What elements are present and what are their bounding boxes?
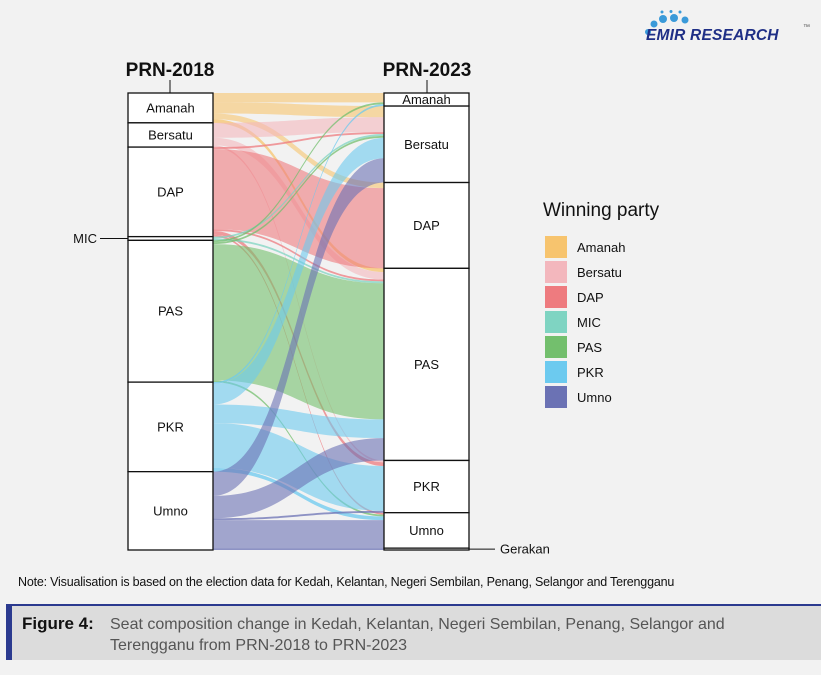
node-left-pas — [127, 239, 214, 383]
node-right-bersatu — [383, 105, 470, 184]
node-label-left-pas: PAS — [158, 304, 183, 319]
logo-text: EMIR RESEARCH — [646, 27, 779, 44]
flow-dap-to-dap — [213, 148, 384, 269]
legend-swatch — [545, 336, 567, 358]
legend-label: MIC — [577, 314, 601, 330]
node-label-left-umno: Umno — [153, 503, 188, 518]
legend-swatch — [545, 386, 567, 408]
flow-dap-to-pas — [213, 229, 384, 282]
node-label-left-bersatu: Bersatu — [148, 127, 193, 142]
flow-pkr-to-amanah — [213, 104, 384, 384]
legend-label: Umno — [577, 389, 612, 405]
node-right-pas — [383, 267, 470, 462]
node-label-left-dap: DAP — [157, 184, 184, 199]
node-right-pkr — [383, 459, 470, 514]
legend-item-pas: PAS — [545, 336, 602, 358]
flow-mic-to-bersatu — [213, 134, 384, 239]
legend-swatch — [545, 236, 567, 258]
node-label-right-amanah: Amanah — [402, 92, 450, 107]
node-label-left-mic: MIC — [73, 231, 97, 246]
flow-amanah-to-dap — [213, 113, 384, 189]
flow-umno-to-pas — [213, 438, 384, 519]
caption-label: Figure 4: — [22, 614, 94, 633]
legend-title: Winning party — [543, 200, 660, 221]
node-label-right-dap: DAP — [413, 218, 440, 233]
node-left-dap — [127, 146, 214, 238]
sankey-chart: Amanah Bersatu DAP MIC PAS PKR Umno Amanah Bersa… — [73, 60, 550, 557]
flow-pkr-to-umno — [213, 467, 384, 521]
logo-dots-icon — [645, 10, 689, 35]
figure-caption: Figure 4: Seat composition change in Ked… — [6, 604, 821, 660]
legend-label: DAP — [577, 289, 604, 305]
logo-trademark: ™ — [803, 24, 810, 31]
legend-label: PKR — [577, 364, 604, 380]
legend-swatch — [545, 311, 567, 333]
node-label-right-pkr: PKR — [413, 479, 440, 494]
flow-bersatu-to-bersatu — [213, 117, 384, 138]
legend-label: Amanah — [577, 239, 626, 255]
node-left-umno — [127, 471, 214, 551]
legend-item-amanah: Amanah — [545, 236, 625, 258]
legend-swatch — [545, 286, 567, 308]
node-label-left-pkr: PKR — [157, 419, 184, 434]
legend-item-mic: MIC — [545, 311, 601, 333]
flow-umno-to-pkr — [213, 510, 384, 521]
flow-amanah-to-amanah — [213, 93, 384, 103]
flow-umno-to-gerakan — [213, 548, 384, 550]
legend-label: Bersatu — [577, 264, 622, 280]
legend-item-bersatu: Bersatu — [545, 261, 622, 283]
axis-title-2023: PRN-2023 — [383, 60, 472, 81]
flow-umno-to-bersatu — [213, 158, 384, 496]
node-label-left-amanah: Amanah — [146, 100, 194, 115]
legend-item-dap: DAP — [545, 286, 604, 308]
logo — [640, 10, 820, 50]
flow-pkr-to-pas — [213, 404, 384, 439]
legend-item-umno: Umno — [545, 386, 612, 408]
node-label-right-gerakan: Gerakan — [500, 542, 550, 557]
legend-swatch — [545, 261, 567, 283]
node-label-right-umno: Umno — [409, 523, 444, 538]
note: Note: Visualisation is based on the elec… — [18, 575, 675, 589]
node-right-gerakan — [383, 547, 470, 551]
flow-pkr-to-bersatu — [213, 137, 384, 405]
axis-title-2018: PRN-2018 — [126, 60, 215, 81]
caption-text: Seat composition change in Kedah, Kelant… — [110, 616, 725, 654]
legend-label: PAS — [577, 339, 603, 355]
flow-pas-to-bersatu — [213, 135, 384, 245]
node-right-dap — [383, 181, 470, 269]
flow-pas-to-amanah — [213, 102, 384, 243]
node-left-pkr — [127, 381, 214, 473]
node-label-right-bersatu: Bersatu — [404, 137, 449, 152]
flow-dap-to-bersatu — [213, 132, 384, 149]
flow-umno-to-umno — [213, 520, 384, 549]
node-left-bersatu — [127, 122, 214, 148]
node-label-right-pas: PAS — [414, 357, 439, 372]
flow-amanah-to-bersatu — [213, 102, 384, 118]
legend-item-pkr: PKR — [545, 361, 604, 383]
legend-swatch — [545, 361, 567, 383]
